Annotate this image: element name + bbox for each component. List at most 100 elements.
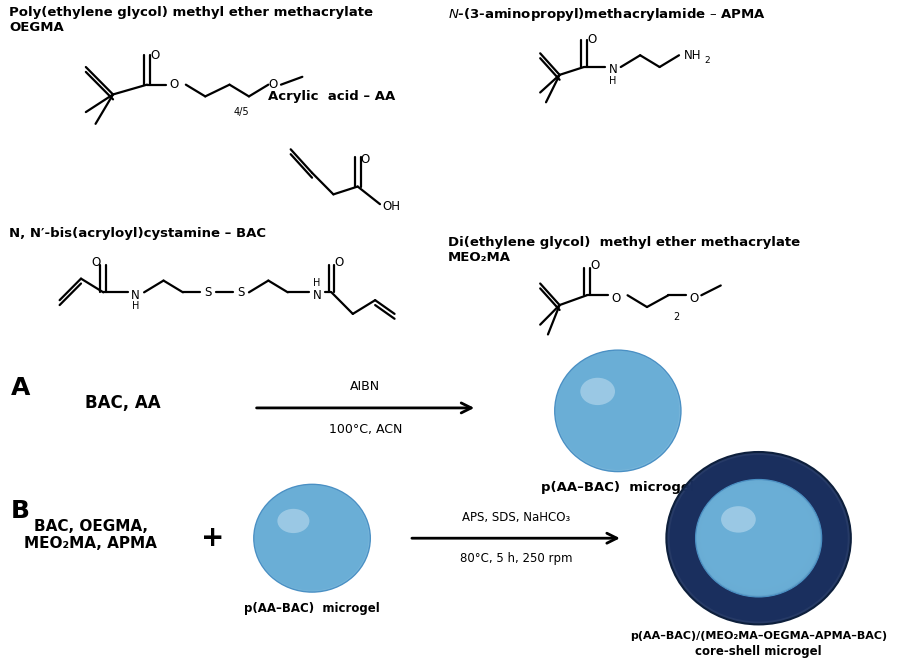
Ellipse shape (715, 496, 791, 566)
Ellipse shape (590, 381, 622, 413)
Ellipse shape (584, 376, 632, 422)
Ellipse shape (727, 510, 790, 567)
Ellipse shape (682, 467, 835, 610)
Ellipse shape (698, 482, 817, 593)
Text: S: S (204, 286, 212, 299)
Text: H: H (609, 76, 617, 86)
Ellipse shape (722, 504, 795, 573)
Text: p(AA–BAC)  microgel: p(AA–BAC) microgel (244, 602, 380, 615)
Text: O: O (361, 152, 370, 166)
Ellipse shape (262, 491, 357, 579)
Ellipse shape (684, 469, 833, 607)
Ellipse shape (699, 482, 815, 591)
Ellipse shape (694, 478, 824, 599)
Ellipse shape (700, 484, 813, 589)
Text: p(AA–BAC)  microgel: p(AA–BAC) microgel (541, 481, 694, 494)
Ellipse shape (255, 486, 368, 589)
Ellipse shape (704, 487, 808, 583)
Text: $\it{N}$-(3-aminopropyl)methacrylamide – APMA: $\it{N}$-(3-aminopropyl)methacrylamide –… (448, 7, 766, 23)
Ellipse shape (290, 515, 310, 535)
Ellipse shape (717, 498, 785, 562)
Ellipse shape (581, 374, 637, 428)
Ellipse shape (732, 512, 760, 537)
Ellipse shape (565, 358, 665, 456)
Ellipse shape (666, 452, 851, 624)
Ellipse shape (558, 354, 674, 465)
Ellipse shape (752, 533, 765, 544)
Ellipse shape (554, 350, 681, 472)
Ellipse shape (580, 378, 615, 405)
Ellipse shape (557, 352, 676, 467)
Ellipse shape (286, 512, 317, 541)
Ellipse shape (281, 508, 325, 548)
Ellipse shape (290, 516, 309, 533)
Ellipse shape (562, 356, 670, 461)
Text: 4/5: 4/5 (233, 107, 249, 117)
Text: O: O (611, 292, 620, 305)
Ellipse shape (564, 358, 667, 457)
Ellipse shape (596, 387, 613, 404)
Text: BAC, OEGMA,
MEO₂MA, APMA: BAC, OEGMA, MEO₂MA, APMA (25, 519, 157, 552)
Ellipse shape (704, 486, 814, 590)
Ellipse shape (287, 513, 315, 539)
Text: B: B (11, 499, 30, 523)
Text: H: H (132, 301, 139, 311)
Text: core-shell microgel: core-shell microgel (695, 645, 822, 658)
Text: OH: OH (382, 199, 401, 213)
Text: Acrylic  acid – AA: Acrylic acid – AA (268, 90, 395, 102)
Ellipse shape (696, 480, 820, 595)
Ellipse shape (274, 502, 335, 558)
Ellipse shape (742, 520, 745, 522)
Text: MEO₂MA: MEO₂MA (448, 251, 511, 264)
Ellipse shape (740, 521, 777, 556)
Ellipse shape (268, 496, 347, 570)
Ellipse shape (576, 369, 646, 437)
Ellipse shape (582, 375, 635, 426)
Ellipse shape (586, 378, 629, 420)
Ellipse shape (675, 461, 842, 616)
Ellipse shape (740, 518, 748, 525)
Ellipse shape (291, 517, 307, 532)
Ellipse shape (567, 361, 661, 451)
Ellipse shape (726, 506, 771, 548)
Ellipse shape (734, 512, 759, 536)
Ellipse shape (282, 508, 324, 547)
Ellipse shape (275, 503, 334, 557)
Text: O: O (335, 257, 344, 269)
Ellipse shape (734, 515, 783, 561)
Ellipse shape (737, 515, 754, 531)
Ellipse shape (589, 381, 624, 414)
Text: APS, SDS, NaHCO₃: APS, SDS, NaHCO₃ (462, 511, 570, 523)
Ellipse shape (267, 496, 349, 571)
Ellipse shape (711, 492, 796, 572)
Ellipse shape (730, 510, 763, 541)
Ellipse shape (573, 366, 651, 442)
Ellipse shape (587, 379, 628, 418)
Ellipse shape (749, 529, 768, 547)
Text: S: S (238, 286, 245, 299)
Ellipse shape (594, 385, 617, 407)
Text: O: O (150, 49, 159, 62)
Ellipse shape (713, 494, 793, 570)
Ellipse shape (736, 514, 756, 533)
Ellipse shape (295, 520, 302, 526)
Ellipse shape (296, 521, 299, 523)
Ellipse shape (710, 492, 798, 574)
Ellipse shape (598, 389, 608, 399)
Ellipse shape (285, 511, 319, 543)
Ellipse shape (288, 513, 314, 537)
Ellipse shape (560, 355, 672, 462)
Ellipse shape (741, 519, 746, 523)
Ellipse shape (280, 507, 327, 550)
Ellipse shape (727, 507, 770, 546)
Text: N, N′-bis(acryloyl)cystamine – BAC: N, N′-bis(acryloyl)cystamine – BAC (9, 226, 266, 240)
Text: N: N (313, 289, 321, 302)
Ellipse shape (284, 510, 321, 544)
Ellipse shape (731, 511, 762, 539)
Ellipse shape (697, 480, 820, 596)
Ellipse shape (716, 498, 802, 578)
Ellipse shape (597, 387, 611, 402)
Ellipse shape (253, 484, 371, 592)
Ellipse shape (257, 487, 364, 587)
Ellipse shape (595, 386, 615, 405)
